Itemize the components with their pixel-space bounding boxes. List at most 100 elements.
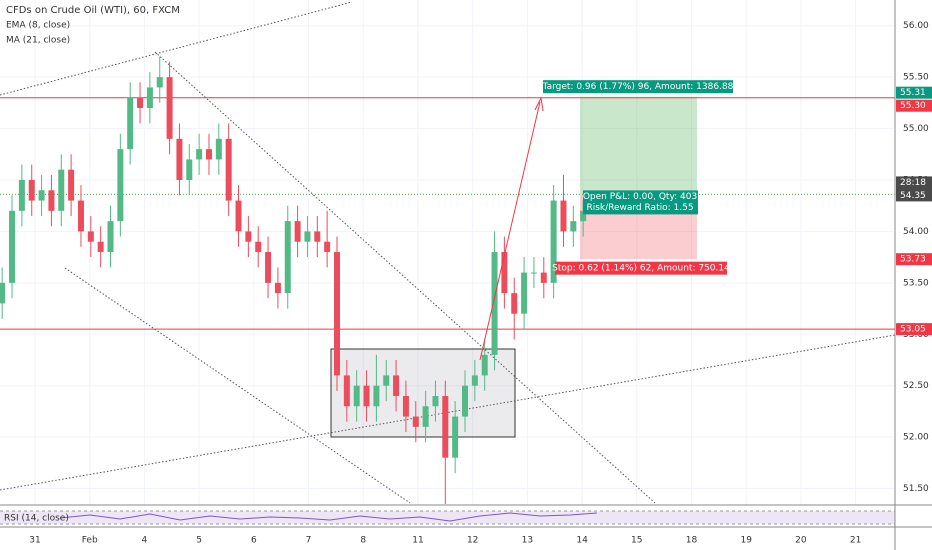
candle-body [452,416,459,458]
x-tick-label: 18 [686,536,698,546]
candle-body [284,221,291,294]
candle-body [156,77,163,88]
target-zone [580,96,697,195]
candle-body [501,251,508,294]
candle-body [107,221,114,252]
candle-body [402,395,409,417]
candle-body [481,354,488,376]
candle-body [294,221,301,242]
candle-body [304,231,311,242]
stop-label-bg [555,261,727,275]
candle-body [432,395,439,407]
price-tag-bg [896,253,932,266]
x-tick-label: 6 [251,536,257,546]
chart-title: CFDs on Crude Oil (WTI), 60, FXCM [6,5,180,16]
candle-body [205,149,212,160]
y-tick-label: 52.00 [903,433,929,443]
arrow-head [534,96,544,112]
candle-body [383,375,390,386]
x-tick-label: 19 [740,536,752,546]
candle-body [462,385,469,417]
candle-body [324,241,331,252]
price-tag: 55.31 [900,88,926,98]
trend-line [0,334,896,491]
candle-body [471,375,478,386]
candle-body [18,179,25,211]
grid [0,0,895,505]
rsi-band [0,511,895,524]
candle-body [333,251,340,376]
x-tick-label: 11 [412,536,423,546]
price-tag: 53.05 [900,325,926,335]
price-tag: 53.73 [900,255,926,265]
candle-body [196,149,203,160]
y-tick-label: 55.00 [903,124,929,134]
price-tag-bg [896,86,932,99]
candle-body [97,241,104,252]
candle-body [373,385,380,407]
candle-body [363,385,370,407]
price-tag-bg [896,99,932,112]
candle-body [77,200,84,232]
candle-body [68,169,75,201]
price-tag-bg [896,323,932,336]
candle-body [255,241,262,252]
candle-body [245,231,252,242]
x-tick-label: 8 [360,536,366,546]
candle-body [265,251,272,283]
y-tick-label: 55.50 [903,73,929,83]
candle-body [0,282,6,304]
candle-body [580,210,587,222]
x-tick-label: 4 [142,536,148,546]
candle-body [550,200,557,283]
candle-body [166,77,173,139]
x-tick-label: 5 [196,536,202,546]
trend-line [154,51,656,504]
candle-body [570,221,577,232]
candle-body [28,179,35,201]
x-tick-label: 12 [467,536,478,546]
candle-body [117,149,124,222]
target-label: Target: 0.96 (1.77%) 96, Amount: 1386.88 [542,82,734,92]
candle-body [137,97,144,108]
y-tick-label: 54.00 [903,227,929,237]
last-price-bg [896,176,932,202]
candle-body [87,231,94,242]
x-tick-label: 31 [29,536,40,546]
x-tick-label: 13 [522,536,533,546]
x-tick-label: 15 [631,536,642,546]
candle-body [9,210,16,283]
candle-body [540,272,547,283]
candle-body [422,406,429,427]
candle-body [521,272,528,314]
candle-body [530,272,537,274]
candle-body [186,159,193,180]
candle-body [58,169,65,211]
candle-body [353,385,360,407]
x-tick-label: 14 [576,536,588,546]
last-price: 54.35 [900,191,926,201]
countdown: 28:18 [900,178,926,188]
candle-body [560,200,567,232]
candle-body [127,97,134,150]
rr-label: Risk/Reward Ratio: 1.55 [586,203,693,213]
candle-body [393,375,400,396]
y-tick-label: 53.50 [903,278,929,288]
candle-body [412,416,419,427]
pnl-bg [583,190,698,215]
price-tag: 55.30 [900,101,926,111]
candle-body [343,375,350,407]
x-tick-label: Feb [82,536,98,546]
candle-body [225,138,232,201]
candle-body [314,231,321,242]
stop-label: Stop: 0.62 (1.14%) 62, Amount: 750.14 [552,264,730,274]
candle-body [176,138,183,180]
trend-line [64,267,411,504]
trend-line [0,1,353,96]
candle-body [235,200,242,232]
candle-body [48,190,55,211]
candle-body [511,293,518,314]
projection-arrow [479,101,541,361]
